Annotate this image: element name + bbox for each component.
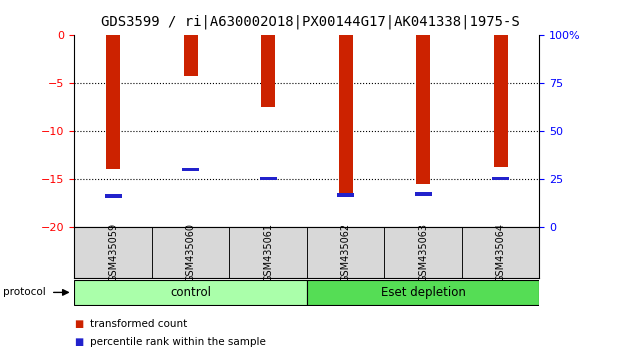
Text: GSM435059: GSM435059 xyxy=(108,223,118,282)
Text: GSM435061: GSM435061 xyxy=(263,223,273,282)
Bar xyxy=(105,194,122,198)
Bar xyxy=(339,35,353,193)
Bar xyxy=(184,35,198,75)
Bar xyxy=(106,35,120,169)
Text: control: control xyxy=(170,286,211,299)
Bar xyxy=(384,227,462,278)
Bar xyxy=(415,192,432,196)
Bar xyxy=(307,227,384,278)
Bar xyxy=(152,227,229,278)
Text: GSM435062: GSM435062 xyxy=(340,223,351,282)
Bar xyxy=(260,177,277,181)
Text: Eset depletion: Eset depletion xyxy=(381,286,466,299)
Text: percentile rank within the sample: percentile rank within the sample xyxy=(90,337,266,347)
Bar xyxy=(261,35,275,107)
Bar xyxy=(74,280,307,305)
Text: transformed count: transformed count xyxy=(90,319,187,329)
Bar xyxy=(182,167,199,171)
Bar xyxy=(492,177,509,181)
Bar xyxy=(416,35,430,183)
Bar xyxy=(307,280,539,305)
Bar xyxy=(229,227,307,278)
Bar xyxy=(494,35,508,167)
Text: ■: ■ xyxy=(74,337,84,347)
Text: ■: ■ xyxy=(74,319,84,329)
Text: GSM435060: GSM435060 xyxy=(185,223,196,282)
Bar xyxy=(462,227,539,278)
Text: GSM435063: GSM435063 xyxy=(418,223,428,282)
Text: protocol: protocol xyxy=(3,287,46,297)
Text: GDS3599 / ri|A630002O18|PX00144G17|AK041338|1975-S: GDS3599 / ri|A630002O18|PX00144G17|AK041… xyxy=(100,14,520,29)
Bar xyxy=(337,193,354,197)
Text: GSM435064: GSM435064 xyxy=(495,223,506,282)
Bar xyxy=(74,227,152,278)
